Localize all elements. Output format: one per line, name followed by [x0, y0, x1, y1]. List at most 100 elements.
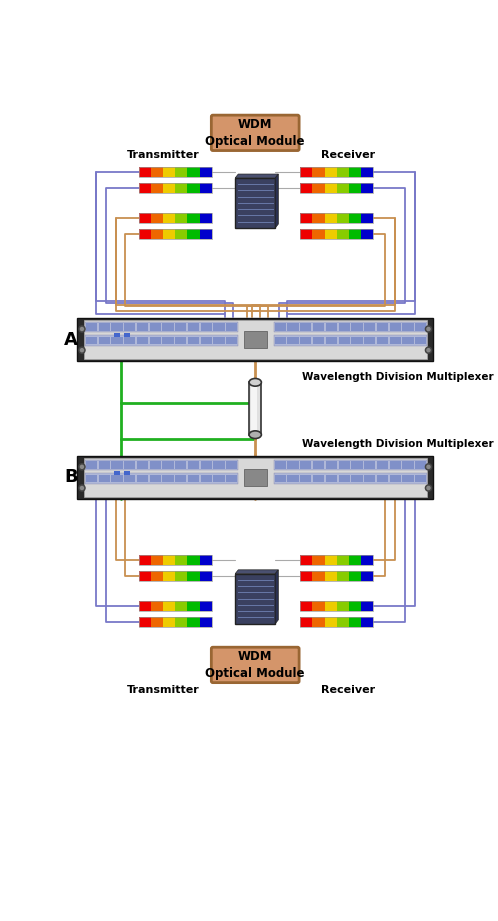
Bar [163, 555, 175, 565]
Circle shape [425, 326, 432, 332]
Bar [187, 617, 200, 627]
Bar [326, 323, 337, 331]
Bar [325, 571, 337, 580]
Bar [201, 474, 212, 483]
Bar [351, 474, 363, 483]
Bar [187, 571, 200, 580]
Circle shape [425, 347, 432, 354]
Bar [175, 601, 187, 612]
Bar [138, 228, 212, 239]
FancyBboxPatch shape [211, 647, 299, 682]
Bar [187, 167, 200, 177]
Bar [287, 474, 299, 483]
Bar [361, 617, 374, 627]
Bar [138, 214, 212, 223]
Bar [115, 333, 121, 337]
Bar [337, 601, 349, 612]
Polygon shape [235, 570, 278, 574]
Bar [112, 461, 123, 469]
Bar [325, 228, 337, 239]
Circle shape [427, 465, 430, 469]
Bar [200, 214, 212, 223]
Bar [312, 228, 325, 239]
Bar [313, 474, 324, 483]
Bar [86, 461, 97, 469]
Circle shape [425, 485, 432, 491]
Bar [300, 214, 374, 223]
Bar [175, 571, 187, 580]
Bar [138, 228, 151, 239]
Circle shape [427, 349, 430, 352]
Bar [151, 571, 163, 580]
Bar [163, 571, 175, 580]
Bar [287, 337, 299, 344]
Text: WDM
Optical Module: WDM Optical Module [206, 650, 305, 680]
Bar [275, 323, 286, 331]
Bar [84, 458, 427, 496]
Bar [339, 337, 350, 344]
Bar [138, 617, 212, 627]
Bar [300, 474, 311, 483]
Bar [337, 228, 349, 239]
Text: Transmitter: Transmitter [127, 685, 200, 695]
Bar [377, 323, 388, 331]
Bar [415, 323, 426, 331]
Bar [300, 617, 312, 627]
Bar [151, 182, 163, 192]
Ellipse shape [249, 431, 261, 438]
Bar [175, 474, 186, 483]
Text: Wavelength Division Multiplexer: Wavelength Division Multiplexer [302, 438, 494, 449]
Bar [226, 474, 238, 483]
Bar [300, 214, 312, 223]
Bar [312, 601, 325, 612]
Bar [99, 323, 110, 331]
Bar [138, 555, 212, 565]
Polygon shape [275, 174, 278, 227]
Bar [389, 461, 401, 469]
Bar [162, 337, 174, 344]
Bar [124, 333, 129, 337]
Circle shape [427, 328, 430, 331]
Bar [163, 214, 175, 223]
Bar [244, 332, 267, 348]
Bar [84, 321, 427, 359]
Bar [175, 337, 186, 344]
Bar [402, 337, 413, 344]
Bar [226, 323, 238, 331]
Bar [415, 474, 426, 483]
Bar [244, 469, 267, 486]
Bar [138, 617, 151, 627]
Bar [112, 474, 123, 483]
Text: WDM
Optical Module: WDM Optical Module [206, 118, 305, 148]
Bar [138, 571, 212, 580]
Bar [249, 382, 261, 435]
Bar [300, 167, 374, 177]
Bar [312, 571, 325, 580]
Bar [361, 555, 374, 565]
Bar [175, 214, 187, 223]
Bar [138, 182, 212, 192]
Bar [86, 323, 97, 331]
Bar [200, 182, 212, 192]
Bar [201, 337, 212, 344]
Bar [112, 337, 123, 344]
Bar [200, 555, 212, 565]
Bar [77, 319, 433, 361]
Bar [163, 167, 175, 177]
Text: Transmitter: Transmitter [127, 150, 200, 160]
Bar [377, 474, 388, 483]
Bar [415, 461, 426, 469]
Bar [99, 474, 110, 483]
Bar [337, 617, 349, 627]
Bar [361, 167, 374, 177]
Bar [300, 617, 374, 627]
Bar [188, 461, 199, 469]
Bar [163, 182, 175, 192]
Bar [187, 228, 200, 239]
Bar [175, 461, 186, 469]
Bar [175, 167, 187, 177]
Bar [325, 555, 337, 565]
Bar [85, 460, 238, 470]
Bar [339, 461, 350, 469]
Bar [325, 601, 337, 612]
